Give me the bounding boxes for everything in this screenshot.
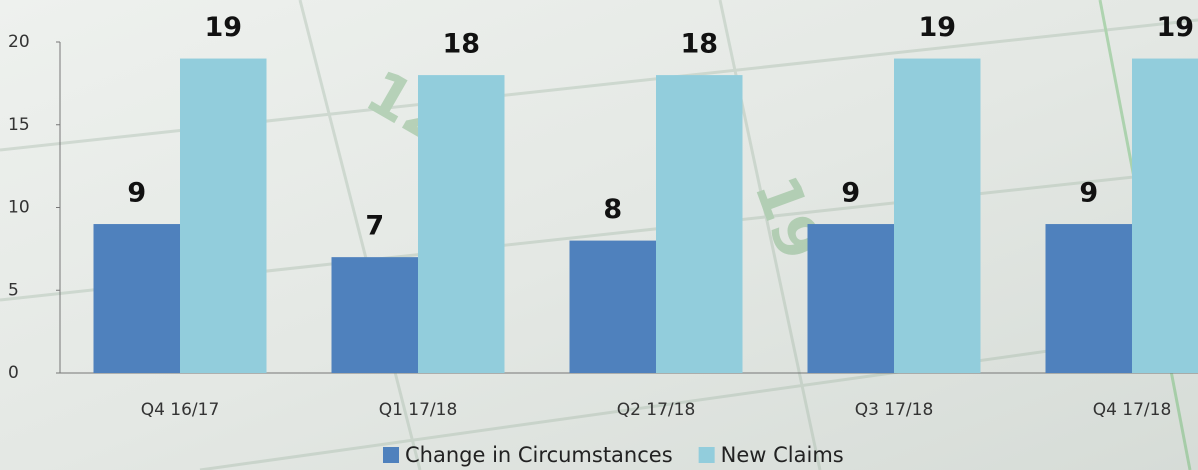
bar xyxy=(1045,224,1132,373)
x-tick-label: Q1 17/18 xyxy=(379,400,458,420)
bar xyxy=(418,75,505,373)
y-tick-label: 5 xyxy=(8,280,19,300)
data-label: 7 xyxy=(365,211,384,242)
y-tick-label: 0 xyxy=(8,363,19,383)
bar xyxy=(180,58,267,374)
x-tick-label: Q4 16/17 xyxy=(141,400,220,420)
x-tick-label: Q3 17/18 xyxy=(855,400,934,420)
y-tick-label: 10 xyxy=(8,198,30,218)
legend-swatch xyxy=(383,447,399,463)
data-label: 9 xyxy=(841,178,860,209)
bar xyxy=(331,257,418,373)
y-tick-label: 20 xyxy=(8,32,30,52)
bar xyxy=(93,224,180,373)
legend-swatch xyxy=(698,447,715,463)
bar xyxy=(656,75,743,373)
data-label: 19 xyxy=(918,12,956,43)
data-label: 9 xyxy=(1079,178,1098,209)
data-label: 18 xyxy=(442,29,480,60)
bar xyxy=(807,224,894,373)
data-label: 8 xyxy=(603,194,622,225)
legend-label: Change in Circumstances xyxy=(405,443,673,467)
data-label: 9 xyxy=(127,178,146,209)
data-label: 19 xyxy=(1156,12,1194,43)
data-label: 18 xyxy=(680,29,718,60)
y-tick-label: 15 xyxy=(8,115,30,135)
bar xyxy=(894,58,981,374)
bar xyxy=(1132,58,1198,374)
x-tick-label: Q4 17/18 xyxy=(1093,400,1172,420)
x-tick-label: Q2 17/18 xyxy=(617,400,696,420)
legend-label: New Claims xyxy=(721,443,844,467)
bar xyxy=(569,240,656,373)
data-label: 19 xyxy=(204,12,242,43)
